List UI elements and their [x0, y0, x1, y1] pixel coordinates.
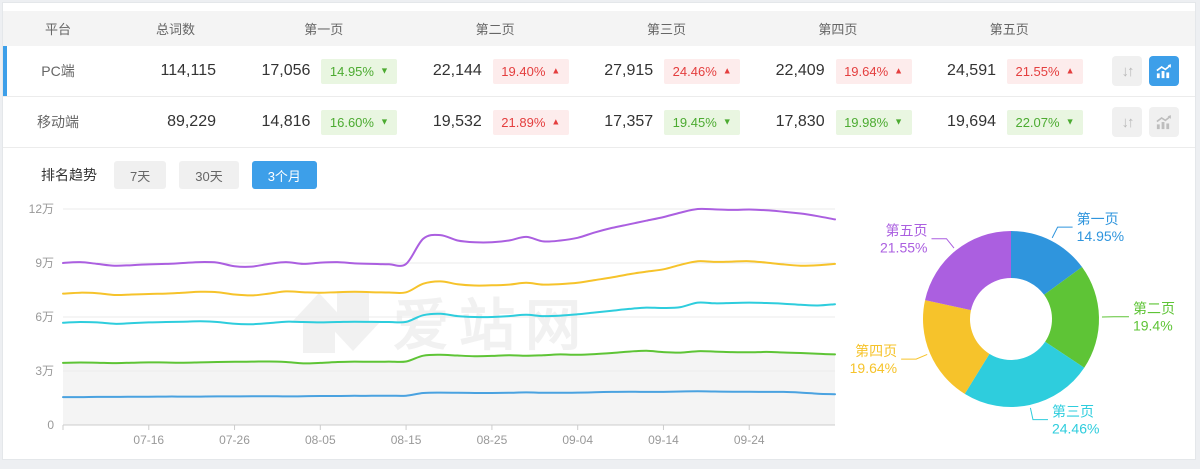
- donut-slice-第二页: [1044, 267, 1099, 368]
- page-count: 17,357: [604, 113, 654, 130]
- area-fill-series-green: [63, 350, 835, 425]
- donut-label-name: 第五页: [885, 223, 927, 239]
- trend-arrow-icon: ▲: [722, 65, 732, 75]
- line-series-green: [62, 349, 836, 365]
- trend-chart-icon: [1156, 114, 1172, 129]
- donut-label-pct: 19.4%: [1133, 318, 1173, 334]
- donut-slice-第五页: [925, 231, 1011, 311]
- svg-text:07-26: 07-26: [219, 433, 250, 447]
- svg-text:12万: 12万: [29, 202, 54, 216]
- donut-label-name: 第四页: [855, 343, 897, 359]
- change-badge: 21.55% ▲: [1006, 58, 1083, 84]
- page-count: 27,915: [604, 62, 654, 79]
- col-header-platform: 平台: [44, 22, 71, 37]
- col-header-page3: 第三页: [646, 22, 686, 37]
- line-series-purple: [62, 207, 836, 268]
- col-header-page2: 第二页: [475, 22, 515, 37]
- donut-slice-第三页: [964, 341, 1085, 407]
- trend-arrow-icon: ▲: [894, 65, 904, 75]
- col-header-total: 总词数: [155, 22, 195, 37]
- svg-text:07-16: 07-16: [133, 433, 164, 447]
- trend-arrow-icon: ▼: [894, 116, 904, 126]
- sort-arrows-icon: ↓↑: [1121, 113, 1134, 131]
- change-badge: 16.60% ▼: [321, 109, 398, 135]
- trend-arrow-icon: ▼: [379, 116, 389, 126]
- donut-label-pct: 24.46%: [1052, 421, 1099, 437]
- donut-label-pct: 14.95%: [1077, 228, 1124, 244]
- change-badge: 19.64% ▲: [835, 58, 912, 84]
- trend-arrow-icon: ▼: [1065, 116, 1075, 126]
- svg-text:09-24: 09-24: [734, 433, 765, 447]
- trend-section-title: 排名趋势: [41, 167, 97, 183]
- range-button-30d[interactable]: 30天: [179, 161, 239, 189]
- charts-area: 爱站网 0 3万 6万 9万 12万 07-16 07-26 08-05 08-15 08-25 09…: [3, 195, 1195, 458]
- svg-text:09-14: 09-14: [648, 433, 679, 447]
- table-row[interactable]: PC端 114,115 17,056 14.95% ▼ 22,144 19.40% ▲ …: [3, 46, 1195, 97]
- col-header-page1: 第一页: [304, 22, 344, 37]
- change-badge: 21.89% ▲: [492, 109, 569, 135]
- trend-arrow-icon: ▼: [722, 116, 732, 126]
- svg-text:9万: 9万: [35, 256, 54, 270]
- page-count: 17,056: [261, 62, 311, 79]
- svg-text:6万: 6万: [35, 310, 54, 324]
- svg-text:08-05: 08-05: [305, 433, 336, 447]
- trend-toolbar: 排名趋势 7天 30天 3个月: [3, 148, 1195, 195]
- table-header-row: 平台 总词数 第一页 第二页 第三页 第四页 第五页: [3, 11, 1195, 46]
- page-count: 17,830: [775, 113, 825, 130]
- donut-label-name: 第三页: [1052, 404, 1094, 420]
- total-words-value: 114,115: [160, 62, 216, 79]
- donut-label-pct: 21.55%: [880, 240, 927, 256]
- line-series-yellow: [62, 260, 836, 297]
- change-badge: 19.40% ▲: [492, 58, 569, 84]
- trend-arrow-icon: ▼: [379, 65, 389, 75]
- change-badge: 14.95% ▼: [321, 58, 398, 84]
- keyword-rank-panel: 平台 总词数 第一页 第二页 第三页 第四页 第五页 PC端 114,115 1…: [2, 2, 1196, 460]
- platform-label: PC端: [41, 63, 75, 79]
- donut-label-name: 第二页: [1133, 301, 1175, 317]
- line-series-cyan: [62, 301, 836, 326]
- trend-chart-icon: [1156, 63, 1172, 78]
- line-series-blue: [62, 390, 836, 399]
- col-header-page5: 第五页: [989, 22, 1029, 37]
- trend-arrow-icon: ▲: [551, 65, 561, 75]
- donut-label-name: 第一页: [1077, 211, 1119, 227]
- range-button-3m[interactable]: 3个月: [251, 161, 317, 189]
- svg-text:09-04: 09-04: [562, 433, 593, 447]
- page-count: 24,591: [947, 62, 996, 79]
- donut-label-pct: 19.64%: [850, 360, 897, 376]
- change-badge: 19.98% ▼: [835, 109, 912, 135]
- page-count: 14,816: [261, 113, 311, 130]
- change-badge: 24.46% ▲: [664, 58, 741, 84]
- svg-text:3万: 3万: [35, 364, 54, 378]
- trend-arrow-icon: ▲: [551, 116, 561, 126]
- svg-text:爱站网: 爱站网: [393, 294, 591, 357]
- platform-label: 移动端: [37, 114, 79, 130]
- donut-slice-第四页: [923, 300, 990, 394]
- total-words-value: 89,229: [167, 113, 216, 130]
- donut-slice-第一页: [1011, 231, 1083, 295]
- page-count: 22,144: [432, 62, 482, 79]
- col-header-page4: 第四页: [818, 22, 858, 37]
- sort-button[interactable]: ↓↑: [1111, 107, 1142, 137]
- page-count: 19,532: [432, 113, 482, 130]
- range-button-7d[interactable]: 7天: [114, 161, 167, 189]
- trend-chart-button[interactable]: [1148, 107, 1179, 137]
- rank-summary-table: 平台 总词数 第一页 第二页 第三页 第四页 第五页 PC端 114,115 1…: [3, 11, 1195, 148]
- sort-button[interactable]: ↓↑: [1111, 56, 1142, 86]
- page-count: 22,409: [775, 62, 825, 79]
- table-row[interactable]: 移动端 89,229 14,816 16.60% ▼ 19,532 21.89% ▲ 1…: [3, 97, 1195, 148]
- change-badge: 22.07% ▼: [1006, 109, 1083, 135]
- watermark-aizhan-logo: 爱站网: [291, 291, 591, 357]
- trend-arrow-icon: ▲: [1065, 65, 1075, 75]
- trend-chart-button[interactable]: [1148, 56, 1179, 86]
- svg-text:0: 0: [47, 418, 54, 432]
- svg-text:08-25: 08-25: [477, 433, 508, 447]
- page-count: 19,694: [947, 113, 996, 130]
- sort-arrows-icon: ↓↑: [1121, 62, 1134, 80]
- change-badge: 19.45% ▼: [664, 109, 741, 135]
- ranking-trend-line-chart: 爱站网 0 3万 6万 9万 12万 07-16 07-26 08-05 08-15 08-25 09…: [29, 202, 836, 447]
- svg-text:08-15: 08-15: [391, 433, 422, 447]
